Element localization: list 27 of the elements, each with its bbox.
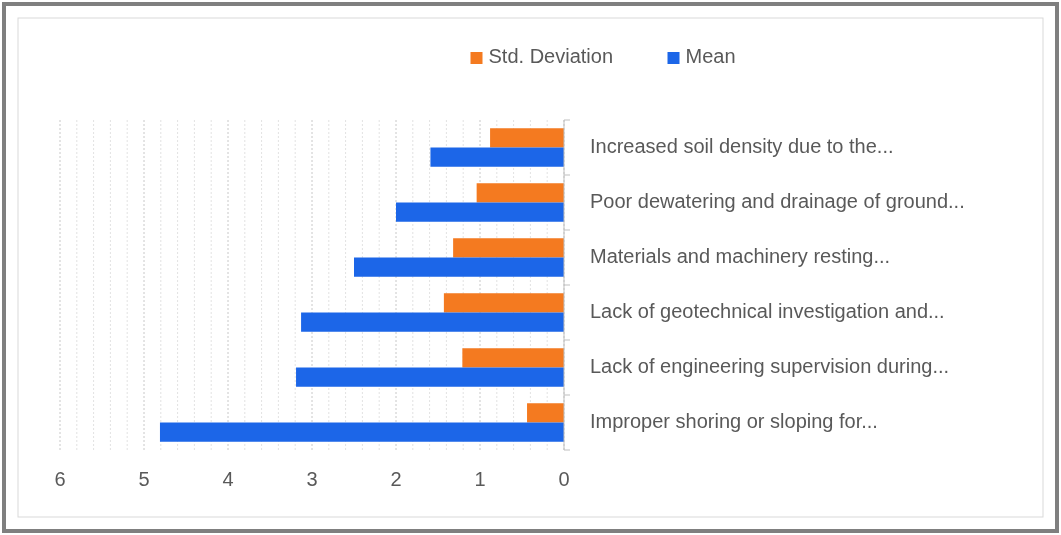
legend-label: Std. Deviation [488,45,614,68]
bar [462,348,564,368]
y-tick-label: Lack of geotechnical investigation and... [590,299,945,322]
x-tick-label: 4 [222,468,234,490]
x-tick-label: 0 [558,468,570,490]
x-tick-label: 2 [390,468,402,490]
bar [476,183,564,203]
bar [490,128,564,148]
x-tick-label: 1 [474,468,486,490]
bar [159,422,564,442]
bar [527,403,564,423]
bar [430,147,564,167]
bar [354,257,564,277]
x-tick-label: 5 [138,468,150,490]
y-tick-label: Materials and machinery resting... [590,244,891,267]
bar [301,312,564,332]
x-tick-label: 6 [54,468,66,490]
bar [396,202,564,222]
legend-label: Mean [685,45,736,68]
y-tick-label: Lack of engineering supervision during... [590,354,950,377]
y-tick-label: Poor dewatering and drainage of ground... [590,189,965,212]
y-tick-label: Improper shoring or sloping for... [590,409,878,432]
y-tick-label: Increased soil density due to the... [590,134,894,157]
x-tick-label: 3 [306,468,318,490]
bar [296,367,564,387]
bar [443,293,564,313]
bar [453,238,564,258]
